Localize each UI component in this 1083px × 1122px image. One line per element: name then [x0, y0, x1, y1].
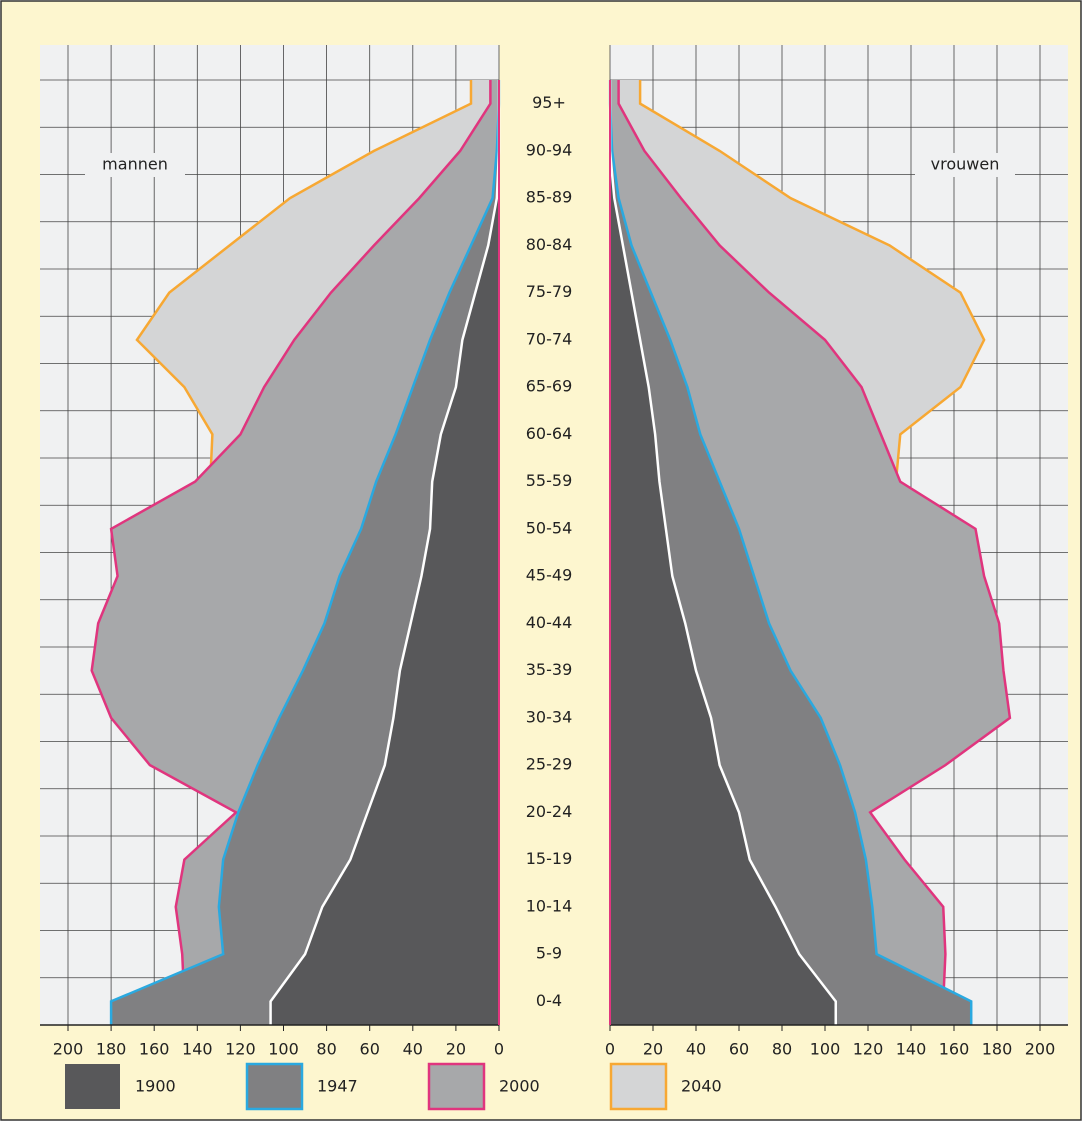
x-tick-label: 200 [1025, 1040, 1056, 1059]
legend-swatch [245, 1062, 304, 1111]
x-tick-label: 120 [225, 1040, 256, 1059]
x-tick-label: 0 [494, 1040, 504, 1059]
legend-label: 1947 [317, 1077, 358, 1096]
age-label: 5-9 [536, 944, 562, 963]
population-line [109, 80, 501, 1025]
age-label: 85-89 [526, 188, 573, 207]
population-area [610, 80, 836, 1025]
age-label: 30-34 [526, 707, 573, 726]
x-tick-label: 40 [403, 1040, 423, 1059]
population-line [608, 80, 837, 1025]
x-tick-label: 200 [53, 1040, 84, 1059]
legend-swatch [65, 1064, 120, 1109]
age-label: 40-44 [526, 613, 573, 632]
x-tick-label: 140 [896, 1040, 927, 1059]
population-line [608, 80, 973, 1025]
age-label: 95+ [532, 93, 566, 112]
legend-swatch [609, 1062, 668, 1111]
panel-label: mannen [102, 155, 168, 174]
x-tick-label: 160 [939, 1040, 970, 1059]
population-line [269, 80, 501, 1025]
age-label: 65-69 [526, 377, 573, 396]
age-label: 90-94 [526, 140, 573, 159]
x-tick-label: 80 [316, 1040, 336, 1059]
x-tick-label: 0 [605, 1040, 615, 1059]
age-label: 35-39 [526, 660, 573, 679]
age-label: 20-24 [526, 802, 573, 821]
x-tick-label: 20 [446, 1040, 466, 1059]
x-tick-label: 100 [268, 1040, 299, 1059]
legend-label: 1900 [135, 1077, 176, 1096]
age-label: 25-29 [526, 755, 573, 774]
legend-label: 2040 [681, 1077, 722, 1096]
age-label: 55-59 [526, 471, 573, 490]
age-label: 60-64 [526, 424, 573, 443]
x-tick-label: 60 [729, 1040, 749, 1059]
age-label: 70-74 [526, 329, 573, 348]
x-tick-label: 140 [182, 1040, 213, 1059]
x-tick-label: 160 [139, 1040, 170, 1059]
x-tick-label: 120 [853, 1040, 884, 1059]
x-tick-label: 80 [772, 1040, 792, 1059]
age-label: 0-4 [536, 991, 562, 1010]
age-label: 15-19 [526, 849, 573, 868]
x-tick-label: 180 [982, 1040, 1013, 1059]
population-line [90, 80, 492, 1025]
panel-label: vrouwen [931, 155, 1000, 174]
population-area [270, 80, 499, 1025]
age-label: 50-54 [526, 518, 573, 537]
age-label: 80-84 [526, 235, 573, 254]
population-line [617, 80, 1012, 1025]
legend-swatch [427, 1062, 486, 1111]
x-tick-label: 40 [686, 1040, 706, 1059]
panel-label-box [85, 153, 185, 177]
x-tick-label: 20 [643, 1040, 663, 1059]
x-tick-label: 180 [96, 1040, 127, 1059]
x-tick-label: 100 [810, 1040, 841, 1059]
legend-label: 2000 [499, 1077, 540, 1096]
age-label: 45-49 [526, 566, 573, 585]
panel-label-box [915, 153, 1015, 177]
age-label: 10-14 [526, 896, 573, 915]
x-tick-label: 60 [360, 1040, 380, 1059]
age-label: 75-79 [526, 282, 573, 301]
